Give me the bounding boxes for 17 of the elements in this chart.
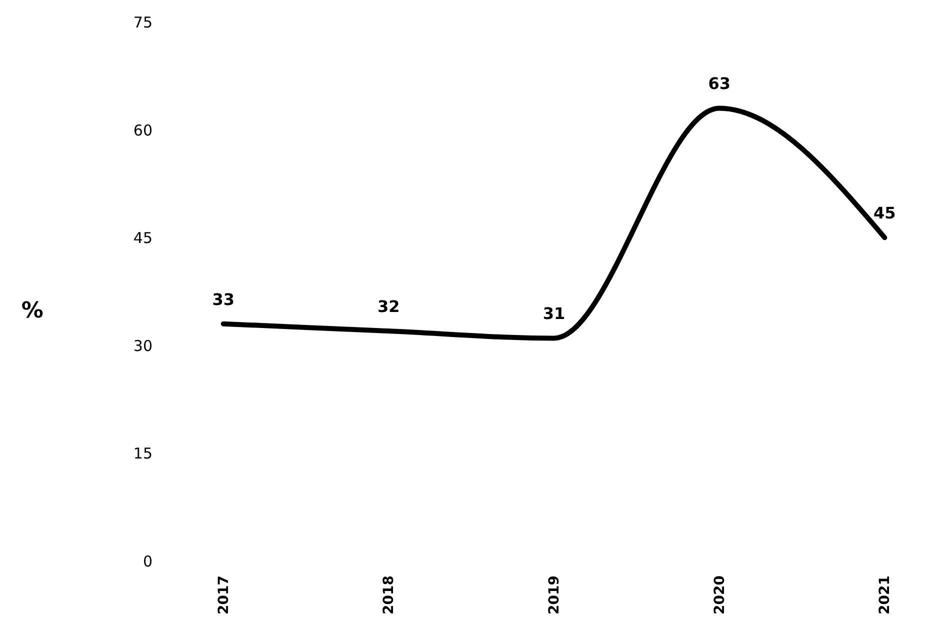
- y-axis-title: %: [21, 298, 44, 324]
- y-tick-label: 30: [133, 336, 152, 355]
- x-tick-label: 2018: [381, 576, 398, 614]
- y-tick-label: 45: [133, 229, 152, 248]
- data-label: 31: [542, 304, 566, 324]
- x-tick-label: 2017: [216, 576, 232, 614]
- data-label: 45: [874, 204, 896, 223]
- y-tick-label: 15: [133, 444, 152, 463]
- y-tick-label: 75: [133, 14, 152, 32]
- data-label: 33: [212, 290, 234, 309]
- y-tick-label: 0: [142, 552, 152, 570]
- x-tick-label: 2020: [712, 575, 728, 614]
- data-label: 63: [708, 74, 730, 94]
- y-tick-label: 60: [133, 121, 152, 140]
- x-tick-label: 2021: [877, 576, 894, 614]
- x-tick-label: 2019: [546, 576, 562, 614]
- data-label: 32: [378, 297, 400, 316]
